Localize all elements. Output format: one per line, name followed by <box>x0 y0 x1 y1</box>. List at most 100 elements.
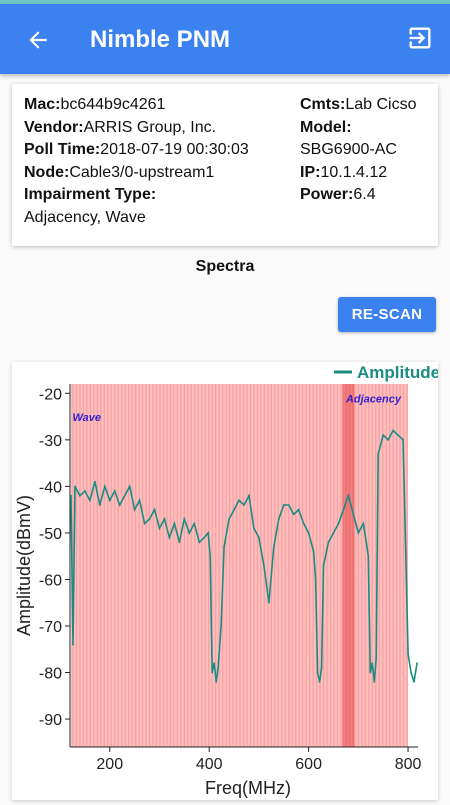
data-point <box>282 504 285 506</box>
impairment-label-text: Impairment Type: <box>24 186 157 203</box>
app-bar: Nimble PNM <box>0 4 450 74</box>
data-point <box>163 518 166 520</box>
data-point <box>410 671 412 674</box>
spectra-chart-card: -20 -30 -40 -50 -60 -70 -80 -90 200 400 600 800 Freq… <box>12 362 440 800</box>
y-tick-label: -80 <box>39 666 62 683</box>
data-point <box>84 490 86 492</box>
data-point <box>387 438 390 441</box>
data-point <box>397 434 400 437</box>
data-point <box>233 508 235 511</box>
logout-button[interactable] <box>404 22 436 54</box>
model-label-text: Model: <box>300 118 352 136</box>
cmts-label: Cmts: <box>300 96 346 113</box>
spectra-chart[interactable]: -20 -30 -40 -50 -60 -70 -80 -90 200 400 600 800 Freq… <box>12 362 440 800</box>
data-point <box>375 657 378 660</box>
data-point <box>158 527 161 530</box>
data-point <box>173 522 176 525</box>
node-value: Cable3/0-upstream1 <box>69 163 215 181</box>
data-point <box>307 532 310 534</box>
section-title: Spectra <box>195 258 255 275</box>
x-tick-label: 200 <box>96 756 123 773</box>
data-point <box>312 550 315 553</box>
model-label: Model: <box>300 117 430 140</box>
data-point <box>211 671 214 674</box>
data-point <box>79 494 81 497</box>
impairment-value: Adjacency, Wave <box>24 208 146 226</box>
data-point <box>238 499 240 502</box>
data-point <box>215 680 218 683</box>
y-axis-label: Amplitude(dBmV) <box>14 495 34 636</box>
data-point <box>118 504 121 506</box>
data-point <box>198 541 201 544</box>
data-point <box>277 518 280 520</box>
data-point <box>262 564 265 567</box>
data-point <box>108 499 111 502</box>
series-line-amplitude <box>70 429 418 683</box>
data-point <box>327 541 330 544</box>
x-tick-label: 400 <box>196 756 223 773</box>
y-tick-label: -90 <box>39 712 62 729</box>
cmts-value: Lab Cicso <box>345 96 417 113</box>
data-point <box>402 438 404 441</box>
data-point <box>365 541 368 544</box>
data-point <box>193 522 196 525</box>
status-bar <box>0 0 450 4</box>
poll-time-value: 2018-07-19 00:30:03 <box>100 141 249 158</box>
data-point <box>213 662 216 665</box>
data-point <box>392 429 395 432</box>
power-label: Power: <box>300 186 354 203</box>
data-point <box>322 564 325 567</box>
data-point <box>416 662 418 665</box>
y-tick-label: -70 <box>39 619 62 636</box>
data-point <box>243 504 245 506</box>
y-tick-label: -40 <box>39 479 62 496</box>
data-point <box>133 508 136 511</box>
data-point <box>203 536 206 539</box>
data-point <box>352 513 355 516</box>
data-point <box>320 666 323 669</box>
annotation-label: Adjacency <box>345 394 402 406</box>
data-point <box>98 504 101 506</box>
data-point <box>382 434 385 437</box>
data-point <box>113 490 116 492</box>
data-point <box>373 680 376 683</box>
annotation-label: Wave <box>72 412 101 424</box>
data-point <box>153 508 156 511</box>
node-row: Node:Cable3/0-upstream1 <box>24 162 294 185</box>
data-point <box>413 680 415 683</box>
data-point <box>258 536 260 539</box>
data-point <box>377 452 380 455</box>
data-point <box>302 522 305 525</box>
x-tick-label: 800 <box>395 756 422 773</box>
data-point <box>223 545 226 548</box>
data-point <box>357 532 360 534</box>
data-point <box>318 680 321 683</box>
data-point <box>337 522 340 525</box>
app-title: Nimble PNM <box>90 26 231 53</box>
y-tick-label: -60 <box>39 572 62 589</box>
data-point <box>362 522 365 525</box>
y-tick-label: -20 <box>39 386 62 403</box>
data-point <box>369 671 372 674</box>
data-point <box>367 555 370 558</box>
data-point <box>332 532 335 534</box>
data-point <box>342 508 345 511</box>
data-point <box>103 485 106 488</box>
data-point <box>316 671 319 674</box>
vendor-value: ARRIS Group, Inc. <box>83 118 217 136</box>
data-point <box>347 494 350 497</box>
x-tick-label: 600 <box>295 756 322 773</box>
vendor-row: Vendor:ARRIS Group, Inc. <box>24 117 294 140</box>
data-point <box>188 532 191 534</box>
back-button[interactable] <box>22 24 54 56</box>
data-point <box>267 601 270 604</box>
mac-value: bc644b9c4261 <box>60 96 166 113</box>
rescan-button[interactable]: RE-SCAN <box>338 297 436 332</box>
logout-icon <box>409 27 431 49</box>
ip-label: IP: <box>300 163 321 181</box>
data-point <box>297 508 300 511</box>
mac-row: Mac:bc644b9c4261 <box>24 94 294 117</box>
node-label: Node: <box>24 163 70 181</box>
data-point <box>168 536 171 539</box>
data-point <box>183 518 186 520</box>
